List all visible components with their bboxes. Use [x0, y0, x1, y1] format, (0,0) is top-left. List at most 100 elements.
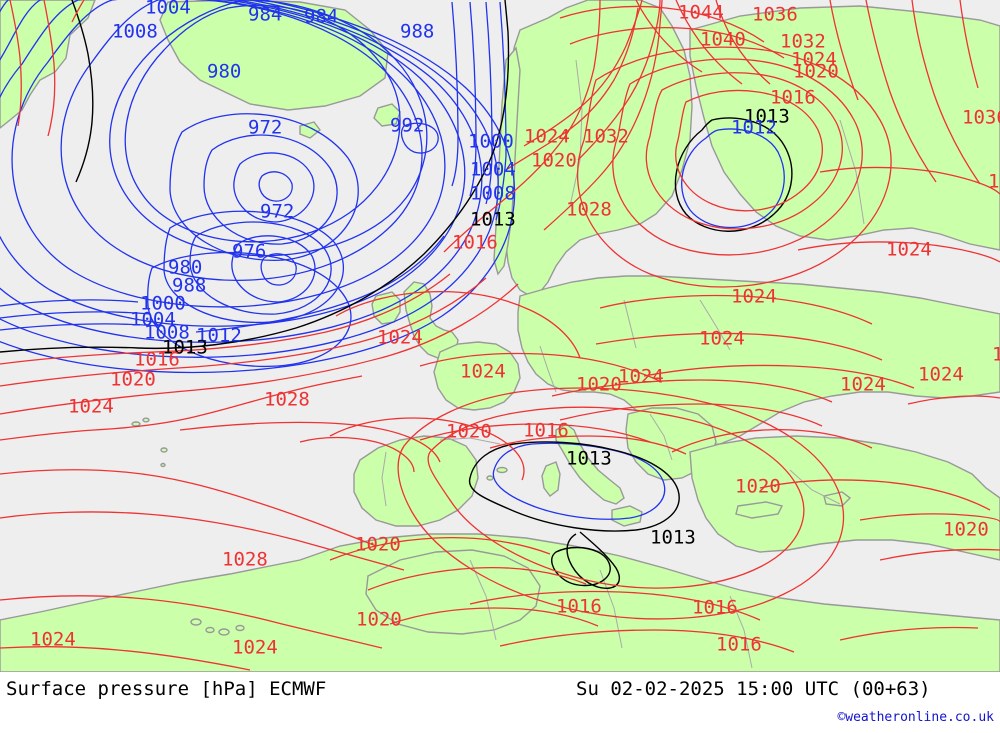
- contour-label: 1024: [232, 637, 278, 659]
- isobar-1012-trail-a: [0, 299, 139, 307]
- contour-label: 972: [260, 201, 294, 223]
- isobar-medit-1012: [492, 442, 666, 520]
- isobar-1004-main: [0, 0, 483, 343]
- isobar-1008-label: [485, 1, 493, 205]
- land-faroes: [373, 103, 401, 127]
- isobar-1000-main: [0, 0, 466, 327]
- isobar-1040-arc: [569, 27, 785, 59]
- isobar-1012-trail-c: [0, 323, 159, 331]
- isobar-1028-baltic: [576, 46, 892, 288]
- contour-label: 1036: [752, 4, 798, 26]
- isobar-1020-atlantic: [0, 277, 487, 387]
- isobar-1028-ridge: [0, 469, 377, 547]
- border-russia-inner: [839, 119, 865, 225]
- isobar-1036-east: [911, 0, 981, 185]
- isobar-1020-iberia: [329, 417, 525, 481]
- contour-label: 1013: [650, 527, 696, 549]
- footer-variable-label: Surface pressure [hPa] ECMWF: [6, 678, 327, 700]
- contour-label: 1024: [918, 364, 964, 386]
- border-poland-ukraine: [699, 299, 731, 351]
- isobar-1020-morocco: [367, 567, 587, 591]
- land-france: [433, 341, 521, 411]
- isobar-1020-biscay: [299, 436, 415, 473]
- border-balkan-inner: [649, 413, 673, 461]
- footer-valid-time-label: Su 02-02-2025 15:00 UTC (00+63): [576, 678, 931, 700]
- isobar-1024-greenland: [71, 0, 85, 23]
- isobar-1012-trail-b: [0, 311, 151, 319]
- isobar-968-a: [258, 171, 293, 202]
- isobar-1016-medit-outer: [427, 406, 805, 589]
- contour-label: 1020: [793, 61, 839, 83]
- land-sardinia: [541, 461, 561, 497]
- isobar-1020-adriatic: [559, 403, 823, 427]
- isobar-1024-britain: [335, 291, 581, 359]
- isobar-1000-label: [451, 1, 459, 187]
- isobar-1016-aegean: [671, 429, 873, 453]
- isobar-1020-levant: [859, 513, 1000, 523]
- isobar-1012-main: [0, 0, 516, 374]
- contour-label: 1012: [731, 117, 777, 139]
- contour-label: 1020: [355, 534, 401, 556]
- contour-label: 1008: [112, 21, 158, 43]
- contour-label: 984: [304, 6, 338, 28]
- isobar-1013-baltic: [674, 117, 793, 232]
- isobar-1013-medit-main: [468, 441, 680, 532]
- isobar-1024-central: [599, 294, 873, 325]
- border-nafrica-3: [729, 595, 753, 669]
- map-canvas[interactable]: 1004 1008 984 984 988 980 972 992 1000 1004 1008 10…: [0, 0, 1000, 672]
- contour-label: 1024: [731, 286, 777, 308]
- contour-label: 1004: [145, 0, 191, 19]
- contour-label: 1008: [470, 183, 516, 205]
- isobar-1024-central2: [595, 332, 883, 361]
- land-crete: [735, 501, 784, 519]
- isobar-1020-medit-outer: [397, 387, 844, 620]
- contour-label: 1036: [988, 171, 1000, 193]
- isobar-1036-arc-east: [819, 166, 1000, 195]
- isobar-1024-atlantic-n: [0, 283, 519, 415]
- contour-label: 1028: [222, 549, 268, 571]
- isobar-1016-alps: [489, 435, 687, 455]
- border-scandinavia-inner: [569, 59, 583, 207]
- contour-label: 980: [168, 257, 202, 279]
- isobar-1024-south2: [0, 646, 251, 671]
- contour-label: 1028: [566, 199, 612, 221]
- contour-label: 1020: [356, 609, 402, 631]
- contour-label: 1024: [791, 49, 837, 71]
- contour-label: 1012: [196, 325, 242, 347]
- isobar-1020-east-low: [879, 548, 1000, 561]
- contour-label: 1020: [531, 150, 577, 172]
- isobar-1016-east-low: [839, 626, 979, 641]
- border-germany-poland: [623, 299, 637, 349]
- contour-label: 1024: [699, 328, 745, 350]
- contour-label: 1016: [716, 634, 762, 656]
- contour-label: 976: [232, 241, 266, 263]
- contour-label: 1016: [134, 349, 180, 371]
- border-france-spain: [439, 437, 501, 445]
- contour-label: 1028: [264, 389, 310, 411]
- isobar-988-lower: [147, 251, 352, 368]
- isobar-1032-east: [865, 0, 937, 183]
- contour-label: 1024: [886, 239, 932, 261]
- high-isobar-layer: [0, 0, 1000, 671]
- isobar-992-main: [60, 0, 423, 282]
- contour-label: 1020: [943, 519, 989, 541]
- isobar-1028-south: [0, 511, 405, 571]
- land-sicily: [611, 505, 643, 527]
- isobar-1016-greenland: [9, 0, 22, 127]
- contour-label: 1020: [110, 369, 156, 391]
- land-morocco: [365, 549, 541, 635]
- isobar-1020-greenland: [43, 0, 56, 137]
- isobar-1024-baltic: [612, 58, 863, 256]
- land-norway-coast: [493, 46, 521, 276]
- isobar-1012-trail-d: [195, 235, 445, 333]
- contour-label: 988: [172, 275, 206, 297]
- contour-label: 988: [400, 21, 434, 43]
- map-footer: Surface pressure [hPa] ECMWF Su 02-02-20…: [0, 672, 1000, 733]
- isobar-1024-norway: [523, 0, 643, 147]
- contour-label: 1008: [144, 322, 190, 344]
- contour-label: 1013: [162, 337, 208, 359]
- contour-label: 984: [248, 4, 282, 26]
